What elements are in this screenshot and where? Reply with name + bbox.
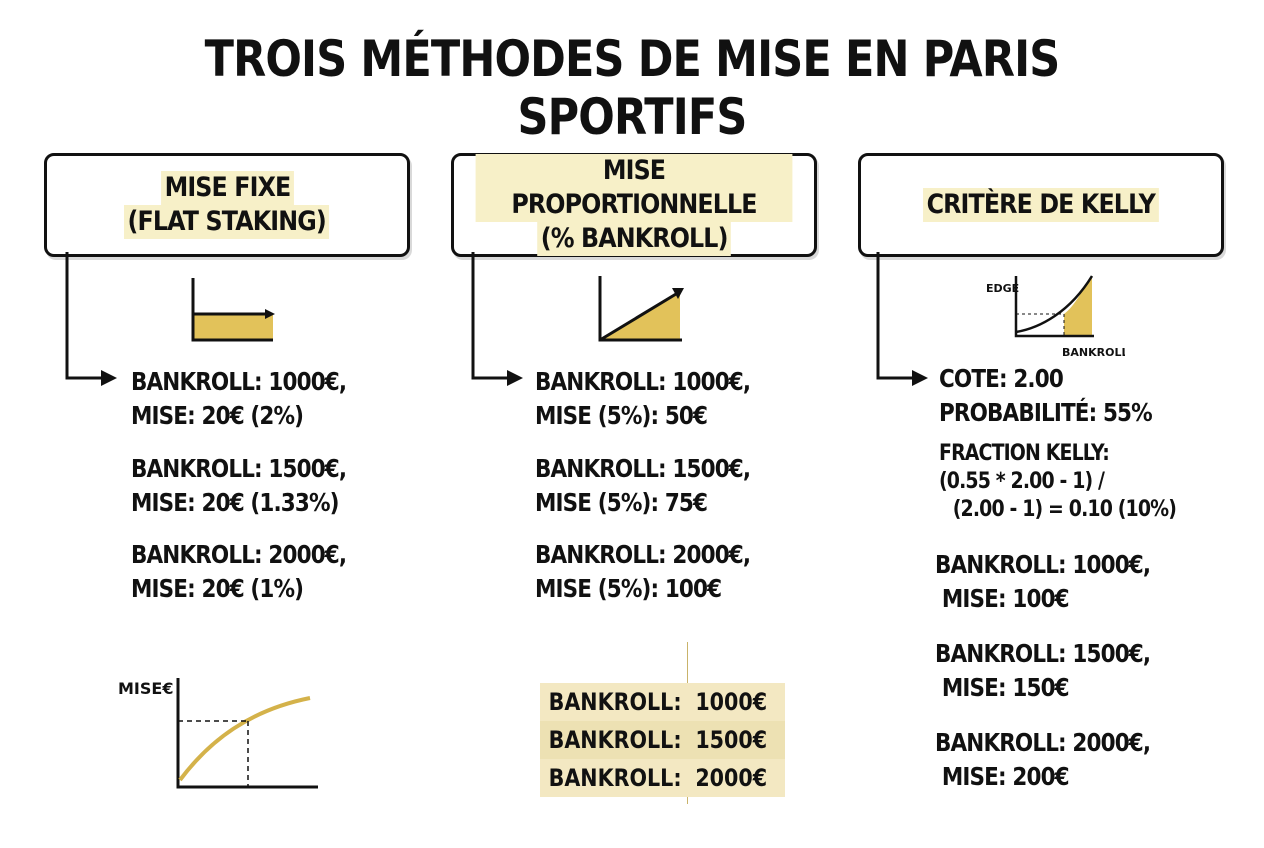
method-box-mise-fixe: MISE FIXE (FLAT STAKING) <box>44 153 410 257</box>
table-cell-value: 1500€ <box>695 726 768 754</box>
entry-line: BANKROLL: 2000€, <box>131 540 347 569</box>
entry-line: MISE: 20€ (1%) <box>131 574 304 603</box>
table-row: BANKROLL: 1500€ <box>540 721 785 759</box>
fraction-title: FRACTION KELLY: <box>939 441 1110 466</box>
table-cell-label: BANKROLL: <box>548 764 682 792</box>
table-cell-value: 1000€ <box>695 688 768 716</box>
method-subtitle-mise-proportionnelle: (% BANKROLL) <box>537 222 731 256</box>
entry-line: BANKROLL: 1500€, <box>535 454 751 483</box>
entry-line: MISE (5%): 50€ <box>535 401 708 430</box>
entry-line: MISE: 150€ <box>941 673 1070 702</box>
bankroll-table: BANKROLL: 1000€ BANKROLL: 1500€ BANKROLL… <box>540 683 785 797</box>
entry-line: BANKROLL: 1000€, <box>131 367 347 396</box>
method-subtitle-mise-fixe: (FLAT STAKING) <box>124 205 330 239</box>
connector-arrow-mise-proportionnelle <box>471 252 523 386</box>
entry-line: MISE: 200€ <box>941 762 1070 791</box>
chart-xlabel-bankroll: BANKROLL <box>1062 346 1125 359</box>
method-box-kelly: CRITÈRE DE KELLY <box>858 153 1224 257</box>
entry-line: MISE: 20€ (1.33%) <box>131 488 339 517</box>
probabilite-value: PROBABILITÉ: 55% <box>939 398 1153 427</box>
kelly-inputs: COTE: 2.00 PROBABILITÉ: 55% <box>939 362 1153 430</box>
mise-curve-chart-icon: MISE€ <box>118 678 318 789</box>
table-cell-value: 2000€ <box>695 764 768 792</box>
entry-line: BANKROLL: 2000€, <box>935 728 1151 757</box>
entry-mise-proportionnelle-2: BANKROLL: 1500€, MISE (5%): 75€ <box>535 452 751 520</box>
rising-triangle-chart-icon <box>598 276 684 342</box>
entry-mise-proportionnelle-3: BANKROLL: 2000€, MISE (5%): 100€ <box>535 538 751 606</box>
entry-line: BANKROLL: 1000€, <box>535 367 751 396</box>
entry-kelly-2: BANKROLL: 1500€, MISE: 150€ <box>935 637 1151 705</box>
cote-value: COTE: 2.00 <box>939 364 1064 393</box>
entry-mise-fixe-3: BANKROLL: 2000€, MISE: 20€ (1%) <box>131 538 347 606</box>
entry-line: MISE (5%): 75€ <box>535 488 708 517</box>
flat-bar-chart-icon <box>191 278 275 342</box>
entry-line: MISE: 100€ <box>941 584 1070 613</box>
entry-kelly-1: BANKROLL: 1000€, MISE: 100€ <box>935 548 1151 616</box>
entry-mise-proportionnelle-1: BANKROLL: 1000€, MISE (5%): 50€ <box>535 365 751 433</box>
fraction-formula-line: (2.00 - 1) = 0.10 (10%) <box>952 497 1177 522</box>
method-title-mise-proportionnelle: MISE PROPORTIONNELLE <box>475 154 793 222</box>
kelly-fraction-formula: FRACTION KELLY: (0.55 * 2.00 - 1) / (2.0… <box>939 440 1177 524</box>
connector-arrow-kelly <box>876 252 928 386</box>
table-cell-label: BANKROLL: <box>548 688 682 716</box>
entry-mise-fixe-2: BANKROLL: 1500€, MISE: 20€ (1.33%) <box>131 452 347 520</box>
entry-line: BANKROLL: 1000€, <box>935 550 1151 579</box>
page-title: TROIS MÉTHODES DE MISE EN PARIS SPORTIFS <box>204 30 1061 146</box>
chart-ylabel-edge: EDGE <box>986 282 1019 295</box>
table-cell-label: BANKROLL: <box>548 726 682 754</box>
fraction-formula-line: (0.55 * 2.00 - 1) / <box>939 469 1105 494</box>
connector-arrow-mise-fixe <box>65 252 117 386</box>
method-title-kelly: CRITÈRE DE KELLY <box>923 188 1159 222</box>
table-row: BANKROLL: 2000€ <box>540 759 785 797</box>
table-row: BANKROLL: 1000€ <box>540 683 785 721</box>
entry-line: BANKROLL: 2000€, <box>535 540 751 569</box>
method-box-mise-proportionnelle: MISE PROPORTIONNELLE (% BANKROLL) <box>451 153 817 257</box>
entry-line: MISE: 20€ (2%) <box>131 401 304 430</box>
edge-curve-chart-icon: EDGE BANKROLL <box>986 275 1125 359</box>
entry-line: BANKROLL: 1500€, <box>131 454 347 483</box>
method-title-mise-fixe: MISE FIXE <box>160 171 294 205</box>
chart-label-mise: MISE€ <box>118 679 173 698</box>
entry-line: MISE (5%): 100€ <box>535 574 722 603</box>
entry-mise-fixe-1: BANKROLL: 1000€, MISE: 20€ (2%) <box>131 365 347 433</box>
entry-kelly-3: BANKROLL: 2000€, MISE: 200€ <box>935 726 1151 794</box>
entry-line: BANKROLL: 1500€, <box>935 639 1151 668</box>
